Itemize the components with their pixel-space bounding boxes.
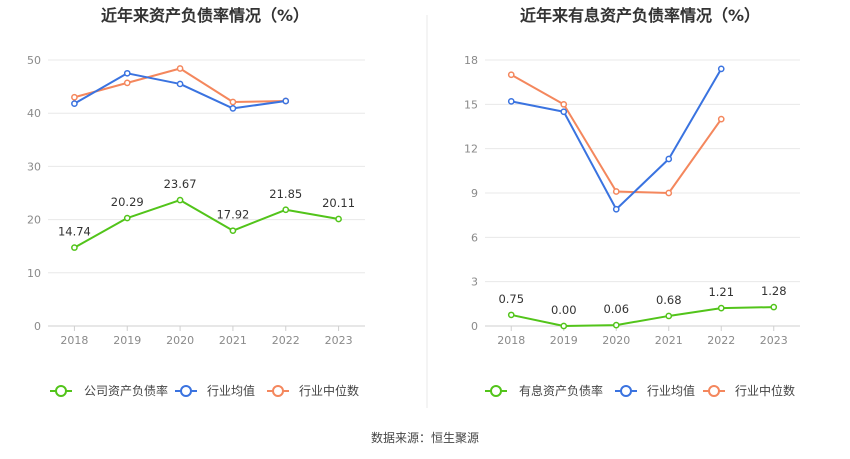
chart1-series-1-point <box>282 206 290 214</box>
chart1-series-3-point <box>176 65 184 72</box>
chart2-x-tick-label: 2021 <box>655 334 683 347</box>
chart2-series-2-point <box>665 155 673 163</box>
chart2-series-3-line <box>510 73 723 194</box>
chart1-data-label: 23.67 <box>164 177 197 191</box>
chart2-data-label: 0.06 <box>603 302 629 316</box>
chart2-legend-marker-2[interactable] <box>620 385 632 397</box>
chart2-legend-marker-3[interactable] <box>708 385 720 397</box>
chart2-series-2-point <box>560 108 568 116</box>
chart1-series-2-point <box>71 100 78 107</box>
chart2-data-label: 1.28 <box>761 284 787 298</box>
chart2-series-1-point <box>612 321 620 329</box>
chart2-series-3-point <box>560 100 568 108</box>
chart2-x-tick-label: 2018 <box>497 334 525 347</box>
chart1-series-3-point <box>71 93 78 101</box>
chart1-series-1-point <box>335 215 342 223</box>
chart2-x-tick-label: 2019 <box>550 334 578 347</box>
chart1-title: 近年来资产负债率情况（%） <box>101 6 309 25</box>
chart1-series-3-point <box>229 98 237 106</box>
chart1-series-1-point <box>71 244 78 251</box>
chart2-series-1-point <box>770 303 778 311</box>
chart2-title: 近年来有息资产负债率情况（%） <box>520 6 760 25</box>
chart1-series-1-point <box>176 196 184 204</box>
chart1-data-label: 20.11 <box>322 196 355 210</box>
chart1-x-tick-label: 2018 <box>60 334 88 347</box>
chart2-legend-label-1[interactable]: 有息资产负债率 <box>519 383 603 398</box>
chart1-y-tick-label: 10 <box>27 267 41 280</box>
chart2-series-3-point <box>717 115 725 123</box>
chart1-legend-marker-3[interactable] <box>272 385 284 397</box>
chart2-legend-label-3[interactable]: 行业中位数 <box>735 383 795 398</box>
chart1-data-label: 17.92 <box>216 208 249 222</box>
chart2-y-tick-label: 18 <box>464 54 478 67</box>
chart1-series-3-point <box>123 79 131 87</box>
chart1-legend-marker-1[interactable] <box>55 385 67 397</box>
chart2-data-label: 0.68 <box>656 293 682 307</box>
chart1-series-1-point <box>123 214 131 222</box>
chart2-data-label: 0.00 <box>551 303 577 317</box>
chart1-series-1-point <box>229 227 237 235</box>
chart2-series-1-point <box>560 322 568 330</box>
chart1-series-2-line <box>73 72 286 110</box>
data-source-text: 数据来源：恒生聚源 <box>371 430 479 445</box>
chart2-series-1-point <box>717 304 725 312</box>
chart1-series-2-point <box>282 97 290 105</box>
chart2-y-tick-label: 9 <box>471 187 478 200</box>
chart2-legend-label-2[interactable]: 行业均值 <box>647 383 695 398</box>
chart2-x-tick-label: 2023 <box>760 334 788 347</box>
chart1-legend-label-1[interactable]: 公司资产负债率 <box>84 383 168 398</box>
chart1-y-tick-label: 30 <box>27 160 41 173</box>
chart2-legend-marker-1[interactable] <box>490 385 502 397</box>
chart1-x-tick-label: 2020 <box>166 334 194 347</box>
chart1-series-2-point <box>123 69 131 77</box>
chart1-legend-marker-2[interactable] <box>180 385 192 397</box>
chart2-series-1-point <box>665 312 673 320</box>
chart2-series-1-line <box>511 306 774 327</box>
chart2-data-label: 0.75 <box>498 292 524 306</box>
chart2-series-3-point <box>612 188 620 195</box>
chart1-y-tick-label: 20 <box>27 214 41 227</box>
chart2-series-3-point <box>507 71 515 79</box>
chart1-y-tick-label: 40 <box>27 107 41 120</box>
chart1-series-2-point <box>176 80 184 88</box>
chart1-legend-label-2[interactable]: 行业均值 <box>207 383 255 398</box>
chart2-y-tick-label: 0 <box>471 320 478 333</box>
chart1-data-label: 14.74 <box>58 225 91 239</box>
chart1-x-tick-label: 2022 <box>272 334 300 347</box>
chart2-y-tick-label: 15 <box>464 98 478 111</box>
chart2-series-1-point <box>507 311 515 319</box>
chart1-series-2-point <box>229 105 237 112</box>
chart1-x-tick-label: 2021 <box>219 334 247 347</box>
chart2-series-2-point <box>507 98 515 105</box>
chart2-data-label: 1.21 <box>708 285 734 299</box>
chart2-x-tick-label: 2020 <box>602 334 630 347</box>
chart2-series-3-point <box>665 189 673 197</box>
chart1-y-tick-label: 0 <box>34 320 41 333</box>
chart1-series-1-line <box>73 199 339 249</box>
chart2-y-tick-label: 6 <box>471 231 478 244</box>
chart1-legend-label-3[interactable]: 行业中位数 <box>299 383 359 398</box>
chart1-x-tick-label: 2023 <box>325 334 353 347</box>
chart1-y-tick-label: 50 <box>27 54 41 67</box>
chart1-data-label: 20.29 <box>111 195 144 209</box>
chart2-series-2-point <box>717 65 725 73</box>
chart1-data-label: 21.85 <box>269 187 302 201</box>
chart2-y-tick-label: 12 <box>464 143 478 156</box>
chart2-x-tick-label: 2022 <box>707 334 735 347</box>
chart1-x-tick-label: 2019 <box>113 334 141 347</box>
chart2-y-tick-label: 3 <box>471 276 478 289</box>
chart2-series-2-point <box>612 205 620 213</box>
